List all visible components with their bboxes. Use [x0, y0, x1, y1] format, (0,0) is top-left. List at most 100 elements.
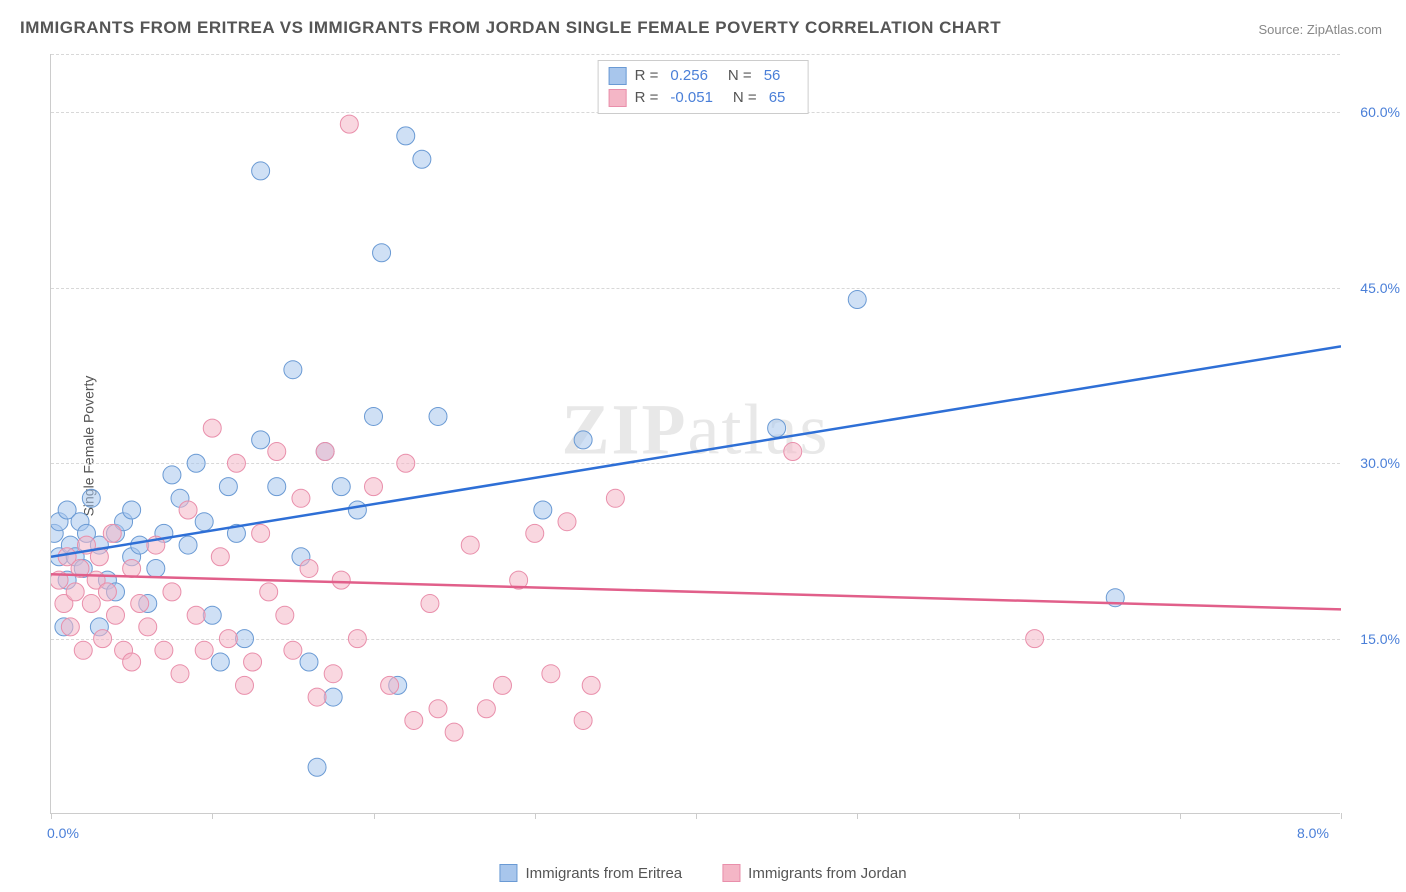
- data-point: [397, 454, 415, 472]
- data-point: [82, 489, 100, 507]
- data-point: [324, 688, 342, 706]
- data-point: [236, 676, 254, 694]
- data-point: [461, 536, 479, 554]
- data-point: [260, 583, 278, 601]
- scatter-plot-svg: [51, 54, 1341, 814]
- data-point: [558, 513, 576, 531]
- data-point: [61, 618, 79, 636]
- data-point: [606, 489, 624, 507]
- legend-swatch: [609, 67, 627, 85]
- source-label: Source: ZipAtlas.com: [1258, 22, 1382, 37]
- data-point: [574, 431, 592, 449]
- data-point: [163, 466, 181, 484]
- data-point: [236, 630, 254, 648]
- data-point: [276, 606, 294, 624]
- data-point: [445, 723, 463, 741]
- data-point: [429, 700, 447, 718]
- data-point: [381, 676, 399, 694]
- data-point: [103, 524, 121, 542]
- data-point: [179, 501, 197, 519]
- data-point: [332, 478, 350, 496]
- series-legend-label: Immigrants from Eritrea: [525, 865, 682, 882]
- data-point: [147, 559, 165, 577]
- data-point: [82, 595, 100, 613]
- data-point: [526, 524, 544, 542]
- data-point: [66, 583, 84, 601]
- data-point: [219, 630, 237, 648]
- legend-r-value: 0.256: [670, 65, 708, 87]
- data-point: [397, 127, 415, 145]
- data-point: [316, 443, 334, 461]
- trend-line: [51, 574, 1341, 609]
- data-point: [429, 407, 447, 425]
- legend-row: R = 0.256 N = 56: [609, 65, 798, 87]
- chart-title: IMMIGRANTS FROM ERITREA VS IMMIGRANTS FR…: [20, 18, 1001, 38]
- data-point: [252, 162, 270, 180]
- data-point: [195, 513, 213, 531]
- trend-line: [51, 346, 1341, 556]
- data-point: [324, 665, 342, 683]
- legend-n-value: 56: [764, 65, 781, 87]
- data-point: [848, 291, 866, 309]
- data-point: [1026, 630, 1044, 648]
- data-point: [300, 653, 318, 671]
- correlation-legend: R = 0.256 N = 56R = -0.051 N = 65: [598, 60, 809, 114]
- legend-swatch: [722, 864, 740, 882]
- chart-area: ZIPatlas 15.0%30.0%45.0%60.0%0.0%8.0%: [50, 54, 1340, 814]
- data-point: [582, 676, 600, 694]
- data-point: [784, 443, 802, 461]
- data-point: [123, 559, 141, 577]
- data-point: [292, 489, 310, 507]
- y-tick-label: 45.0%: [1360, 280, 1400, 296]
- legend-n-value: 65: [769, 87, 786, 109]
- data-point: [131, 595, 149, 613]
- data-point: [94, 630, 112, 648]
- data-point: [284, 361, 302, 379]
- data-point: [268, 478, 286, 496]
- data-point: [284, 641, 302, 659]
- data-point: [155, 641, 173, 659]
- legend-row: R =-0.051N =65: [609, 87, 798, 109]
- data-point: [252, 431, 270, 449]
- data-point: [195, 641, 213, 659]
- data-point: [300, 559, 318, 577]
- data-point: [574, 711, 592, 729]
- data-point: [308, 758, 326, 776]
- data-point: [477, 700, 495, 718]
- data-point: [365, 407, 383, 425]
- legend-r-value: -0.051: [670, 87, 713, 109]
- data-point: [123, 653, 141, 671]
- y-tick-label: 15.0%: [1360, 631, 1400, 647]
- x-tick-label: 8.0%: [1297, 825, 1329, 841]
- data-point: [107, 606, 125, 624]
- data-point: [348, 630, 366, 648]
- data-point: [373, 244, 391, 262]
- x-tick-label: 0.0%: [47, 825, 79, 841]
- data-point: [219, 478, 237, 496]
- data-point: [421, 595, 439, 613]
- data-point: [227, 454, 245, 472]
- data-point: [332, 571, 350, 589]
- data-point: [534, 501, 552, 519]
- data-point: [187, 606, 205, 624]
- data-point: [405, 711, 423, 729]
- x-tick-mark: [1341, 813, 1342, 819]
- legend-r-label: R =: [635, 87, 659, 109]
- series-legend-item: Immigrants from Jordan: [722, 864, 906, 882]
- data-point: [768, 419, 786, 437]
- data-point: [542, 665, 560, 683]
- data-point: [203, 606, 221, 624]
- data-point: [413, 150, 431, 168]
- data-point: [163, 583, 181, 601]
- data-point: [203, 419, 221, 437]
- legend-swatch: [499, 864, 517, 882]
- data-point: [123, 501, 141, 519]
- data-point: [268, 443, 286, 461]
- data-point: [365, 478, 383, 496]
- data-point: [139, 618, 157, 636]
- data-point: [179, 536, 197, 554]
- legend-r-label: R =: [635, 65, 659, 87]
- data-point: [308, 688, 326, 706]
- y-tick-label: 60.0%: [1360, 104, 1400, 120]
- legend-n-label: N =: [728, 65, 752, 87]
